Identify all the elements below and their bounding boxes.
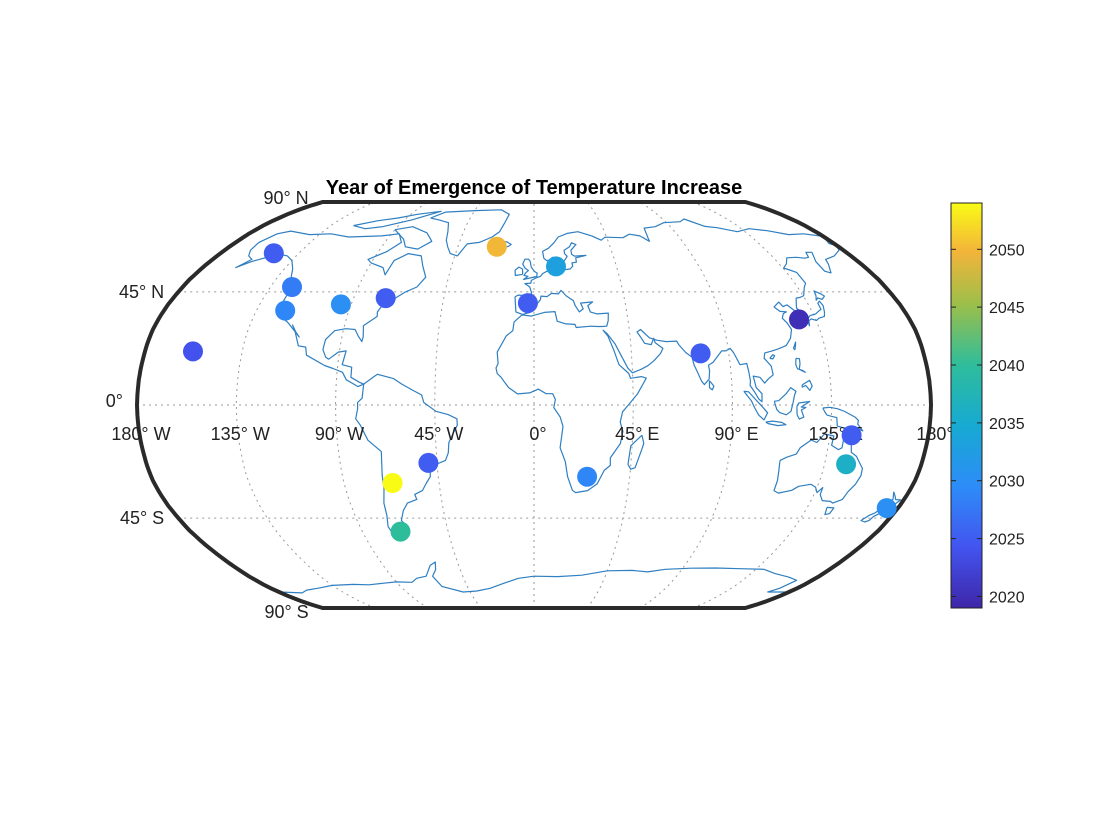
coastline	[355, 373, 458, 541]
meridian-label: 90° E	[714, 424, 758, 444]
coastline	[796, 400, 811, 420]
coastline	[795, 357, 806, 373]
station-marker	[546, 256, 566, 277]
station-marker	[789, 309, 809, 330]
colorbar-tick-label: 2020	[989, 589, 1025, 606]
meridian-label: 45° W	[414, 424, 463, 444]
parallel-labels: 90° N 45° N 0° 45° S 90° S	[106, 188, 309, 622]
coastline	[514, 266, 524, 277]
coastline	[708, 380, 715, 391]
coastline	[394, 226, 433, 250]
station-marker	[841, 425, 862, 446]
station-marker	[517, 293, 538, 314]
coastline	[522, 258, 538, 281]
station-marker	[275, 300, 296, 321]
station-marker	[183, 341, 203, 362]
coastline	[430, 209, 510, 257]
station-marker	[486, 236, 507, 257]
colorbar-tick-label: 2045	[989, 300, 1025, 317]
coastline	[627, 434, 645, 470]
station-marker	[263, 243, 284, 264]
coastline	[773, 431, 863, 504]
graticule	[137, 201, 931, 609]
station-marker	[382, 473, 403, 493]
parallel-label: 45° S	[120, 508, 164, 528]
coastline	[813, 290, 825, 301]
parallel-label: 90° S	[264, 602, 308, 622]
meridian-label: 180°	[916, 424, 953, 444]
chart-title: Year of Emergence of Temperature Increas…	[326, 177, 742, 199]
meridian-label: 45° E	[615, 424, 659, 444]
coastline	[824, 506, 835, 516]
coastline	[353, 210, 442, 230]
coastline	[769, 354, 776, 360]
station-points	[183, 236, 897, 542]
station-marker	[690, 343, 711, 364]
meridian-label: 135° W	[211, 424, 270, 444]
colorbar-tick-label: 2035	[989, 416, 1025, 433]
meridian-label: 90° W	[315, 424, 364, 444]
coastline	[773, 387, 797, 416]
coastline	[278, 561, 798, 603]
parallel-label: 0°	[106, 391, 123, 411]
station-marker	[876, 498, 897, 519]
station-marker	[330, 294, 351, 315]
meridian-line	[586, 201, 634, 609]
colorbar-ticks: 2020 2025 2030 2035 2040 2045 2050	[951, 242, 1025, 606]
coastline	[801, 379, 813, 391]
colorbar-tick-label: 2025	[989, 532, 1025, 549]
meridian-label: 0°	[529, 424, 546, 444]
meridian-line	[434, 201, 482, 609]
colorbar: 2020 2025 2030 2035 2040 2045 2050	[950, 202, 1025, 609]
station-marker	[418, 452, 439, 473]
coastline	[806, 300, 826, 327]
coastline	[765, 420, 787, 427]
map-border	[134, 200, 934, 610]
parallel-label: 90° N	[263, 188, 308, 208]
colorbar-tick-label: 2050	[989, 242, 1025, 259]
colorbar-bar	[950, 202, 983, 609]
meridian-line	[235, 201, 376, 609]
station-marker	[836, 454, 857, 475]
station-marker	[577, 466, 598, 487]
coastline	[743, 390, 769, 421]
coastline	[792, 341, 797, 351]
meridian-line	[692, 201, 833, 609]
colorbar-tick-label: 2030	[989, 474, 1025, 491]
station-marker	[375, 288, 396, 309]
meridian-labels: 180° W 135° W 90° W 45° W 0° 45° E 90° E 135° E…	[111, 424, 953, 444]
colorbar-tick-label: 2040	[989, 358, 1025, 375]
station-marker	[390, 521, 411, 542]
meridian-label: 180° W	[111, 424, 170, 444]
station-marker	[282, 277, 302, 297]
parallel-label: 45° N	[119, 282, 164, 302]
